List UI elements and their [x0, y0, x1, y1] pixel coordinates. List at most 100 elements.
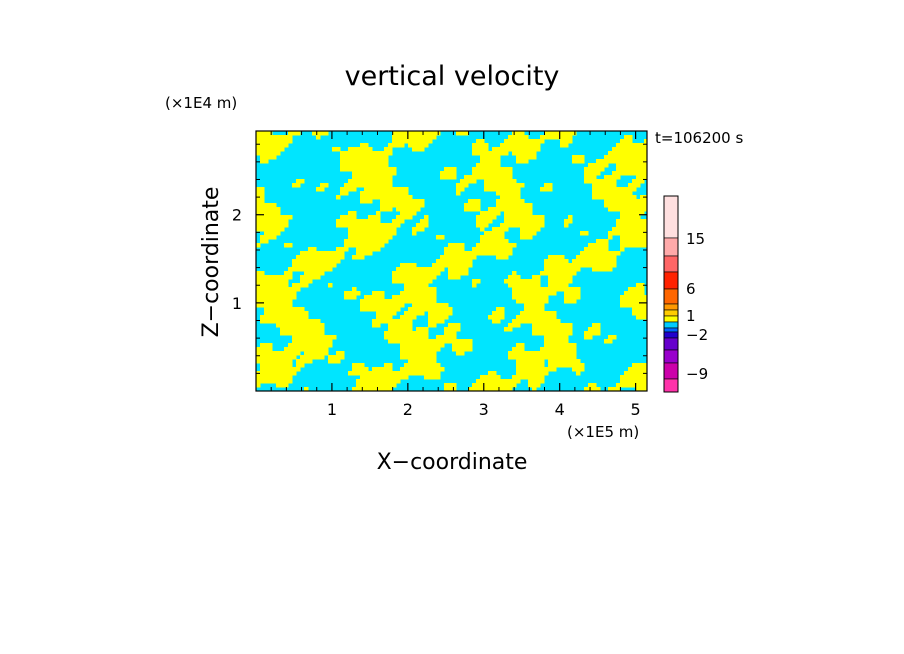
field-cell [532, 299, 537, 304]
field-cell [352, 227, 357, 232]
field-cell [628, 243, 633, 248]
field-cell [644, 367, 647, 372]
field-cell [564, 331, 569, 336]
field-cell [268, 371, 273, 376]
field-cell [424, 135, 429, 140]
field-cell [316, 271, 321, 276]
field-cell [376, 291, 381, 296]
field-cell [512, 191, 517, 196]
field-cell [416, 303, 421, 308]
field-cell [420, 371, 425, 376]
field-cell [280, 299, 285, 304]
field-cell [428, 307, 433, 312]
field-cell [444, 171, 449, 176]
field-cell [568, 331, 573, 336]
field-cell [576, 259, 581, 264]
field-cell [428, 275, 433, 280]
field-cell [296, 267, 301, 272]
field-cell [376, 303, 381, 308]
field-cell [644, 147, 647, 152]
field-cell [300, 263, 305, 268]
field-cell [596, 251, 601, 256]
field-cell [372, 371, 377, 376]
field-cell [544, 187, 549, 192]
field-cell [640, 199, 645, 204]
field-cell [404, 315, 409, 320]
field-cell [492, 187, 497, 192]
field-cell [520, 215, 525, 220]
field-cell [580, 155, 585, 160]
field-cell [400, 323, 405, 328]
field-cell [304, 343, 309, 348]
field-cell [560, 135, 565, 140]
field-cell [360, 375, 365, 380]
field-cell [628, 135, 633, 140]
field-cell [480, 167, 485, 172]
field-cell [352, 255, 357, 260]
field-cell [348, 371, 353, 376]
field-cell [636, 291, 641, 296]
field-cell [616, 155, 621, 160]
field-cell [476, 379, 481, 384]
field-cell [592, 183, 597, 188]
field-cell [520, 131, 525, 136]
field-cell [632, 311, 637, 316]
field-cell [484, 219, 489, 224]
field-cell [392, 223, 397, 228]
field-cell [424, 359, 429, 364]
field-cell [480, 375, 485, 380]
field-cell [416, 355, 421, 360]
field-cell [396, 323, 401, 328]
field-cell [260, 299, 265, 304]
field-cell [280, 355, 285, 360]
field-cell [448, 247, 453, 252]
field-cell [348, 223, 353, 228]
field-cell [632, 227, 637, 232]
field-cell [444, 175, 449, 180]
field-cell [616, 387, 621, 391]
field-cell [328, 251, 333, 256]
field-cell [404, 275, 409, 280]
field-cell [560, 139, 565, 144]
field-cell [516, 343, 521, 348]
field-cell [284, 307, 289, 312]
field-cell [260, 159, 265, 164]
field-cell [276, 207, 281, 212]
field-cell [516, 151, 521, 156]
colorbar-tick-label: −2 [686, 326, 708, 344]
field-cell [640, 299, 645, 304]
field-cell [400, 295, 405, 300]
colorbar-segment [663, 331, 679, 339]
field-cell [300, 343, 305, 348]
field-cell [272, 303, 277, 308]
field-cell [268, 291, 273, 296]
field-cell [368, 163, 373, 168]
field-cell [532, 283, 537, 288]
field-cell [512, 179, 517, 184]
field-cell [404, 327, 409, 332]
field-cell [440, 259, 445, 264]
field-cell [436, 259, 441, 264]
field-cell [536, 275, 541, 280]
field-cell [524, 151, 529, 156]
field-cell [604, 267, 609, 272]
colorbar-segment [663, 271, 679, 290]
field-cell [372, 291, 377, 296]
field-cell [264, 343, 269, 348]
field-cell [396, 267, 401, 272]
field-cell [448, 263, 453, 268]
field-cell [364, 247, 369, 252]
colorbar-tick-label: 15 [686, 230, 705, 248]
field-cell [356, 247, 361, 252]
field-cell [520, 223, 525, 228]
field-cell [420, 347, 425, 352]
colorbar-segment [663, 288, 679, 305]
field-cell [276, 215, 281, 220]
field-cell [460, 347, 465, 352]
field-cell [632, 155, 637, 160]
field-cell [272, 143, 277, 148]
field-cell [428, 315, 433, 320]
field-cell [260, 235, 265, 240]
field-cell [376, 235, 381, 240]
